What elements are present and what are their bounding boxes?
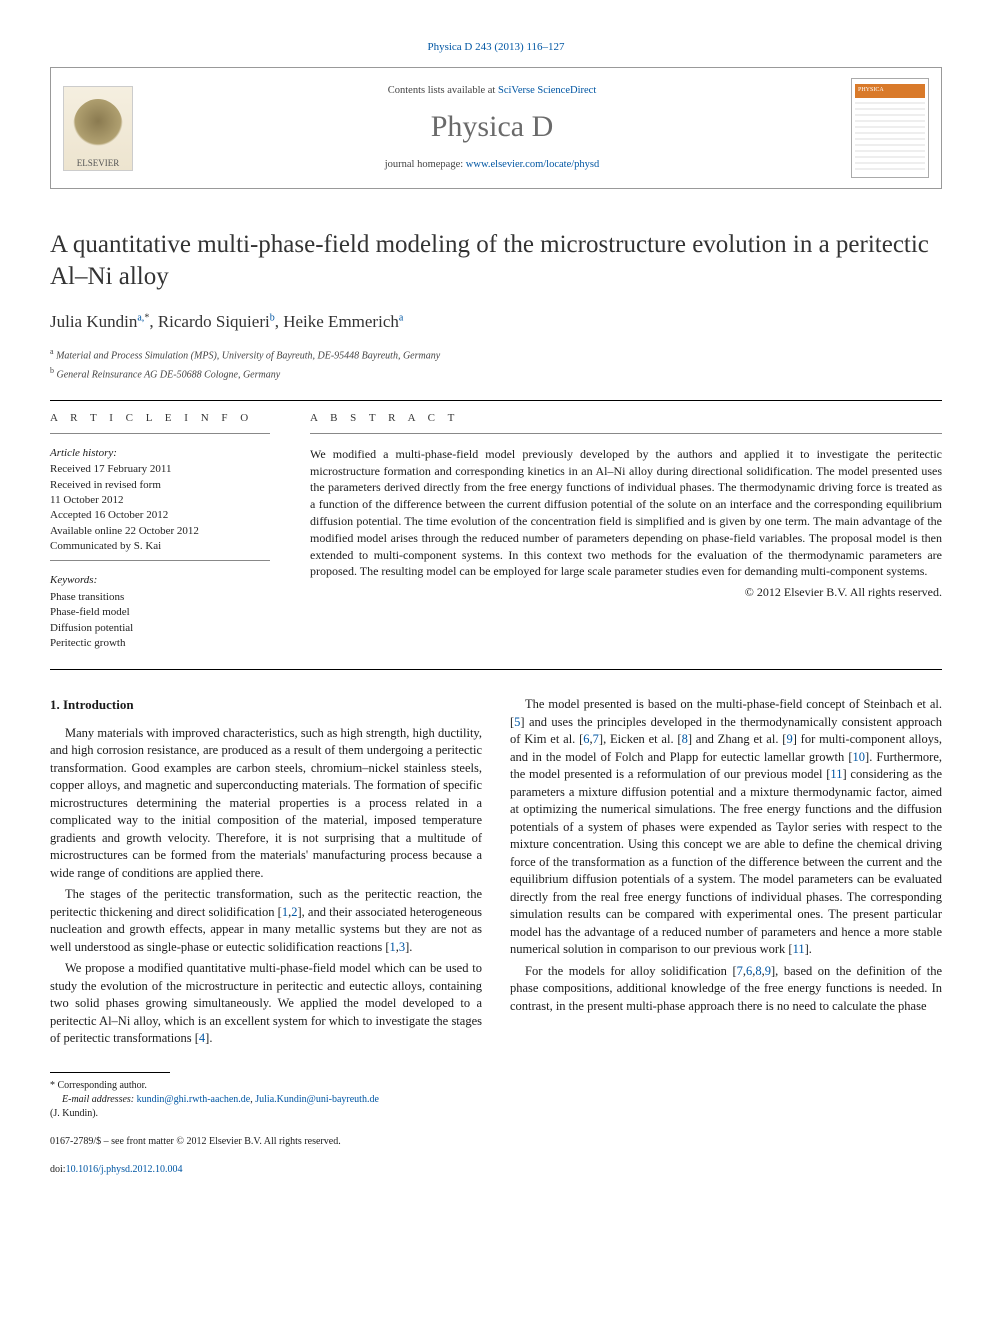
affiliation-b: b General Reinsurance AG DE-50688 Cologn… bbox=[50, 365, 942, 382]
keyword-2: Phase-field model bbox=[50, 605, 270, 620]
journal-cover-icon: PHYSICA bbox=[851, 78, 929, 178]
author-3-affil: a bbox=[399, 312, 403, 323]
doi-line: doi:10.1016/j.physd.2012.10.004 bbox=[50, 1163, 942, 1177]
article-info-heading: A R T I C L E I N F O bbox=[50, 411, 270, 426]
section-1-heading: 1. Introduction bbox=[50, 696, 482, 714]
journal-header: ELSEVIER Contents lists available at Sci… bbox=[50, 67, 942, 189]
article-title: A quantitative multi-phase-field modelin… bbox=[50, 229, 942, 292]
p4-g: ] considering as the parameters a mixtur… bbox=[510, 767, 942, 956]
corr-text: Corresponding author. bbox=[58, 1080, 147, 1091]
intro-para-5: For the models for alloy solidification … bbox=[510, 963, 942, 1016]
info-abstract-row: A R T I C L E I N F O Article history: R… bbox=[50, 411, 942, 651]
communicated-line: Communicated by S. Kai bbox=[50, 539, 270, 554]
email-2[interactable]: Julia.Kundin@uni-bayreuth.de bbox=[255, 1094, 379, 1105]
intro-para-2: The stages of the peritectic transformat… bbox=[50, 886, 482, 956]
email-label: E-mail addresses: bbox=[62, 1094, 134, 1105]
revised-date: 11 October 2012 bbox=[50, 493, 270, 508]
contents-prefix: Contents lists available at bbox=[388, 85, 498, 96]
sciencedirect-link[interactable]: SciVerse ScienceDirect bbox=[498, 85, 596, 96]
intro-para-1: Many materials with improved characteris… bbox=[50, 725, 482, 883]
keyword-4: Peritectic growth bbox=[50, 636, 270, 651]
corresponding-note: * Corresponding author. bbox=[50, 1079, 942, 1093]
author-2: Ricardo Siquieri bbox=[158, 312, 270, 331]
p4-h: ]. bbox=[805, 942, 812, 956]
email-line: E-mail addresses: kundin@ghi.rwth-aachen… bbox=[50, 1093, 942, 1107]
cover-title: PHYSICA bbox=[855, 84, 925, 98]
author-1: Julia Kundin bbox=[50, 312, 137, 331]
email-owner: (J. Kundin). bbox=[50, 1107, 942, 1121]
homepage-line: journal homepage: www.elsevier.com/locat… bbox=[149, 158, 835, 173]
footnote-rule bbox=[50, 1072, 170, 1073]
abstract-heading: A B S T R A C T bbox=[310, 411, 942, 426]
ref-11b[interactable]: 11 bbox=[793, 942, 805, 956]
doi-link[interactable]: 10.1016/j.physd.2012.10.004 bbox=[66, 1164, 183, 1175]
keyword-1: Phase transitions bbox=[50, 590, 270, 605]
article-info-column: A R T I C L E I N F O Article history: R… bbox=[50, 411, 270, 651]
abstract-text: We modified a multi-phase-field model pr… bbox=[310, 446, 942, 580]
p3-a: We propose a modified quantitative multi… bbox=[50, 961, 482, 1045]
cover-lines-icon bbox=[855, 102, 925, 172]
abstract-copyright: © 2012 Elsevier B.V. All rights reserved… bbox=[310, 584, 942, 601]
kw-rule bbox=[50, 560, 270, 561]
corr-marker: * bbox=[50, 1080, 55, 1091]
ref-10[interactable]: 10 bbox=[853, 750, 866, 764]
elsevier-tree-icon bbox=[73, 99, 123, 154]
p3-b: ]. bbox=[205, 1031, 212, 1045]
received-line: Received 17 February 2011 bbox=[50, 462, 270, 477]
p2-c: ]. bbox=[405, 940, 412, 954]
abs-rule bbox=[310, 433, 942, 434]
homepage-prefix: journal homepage: bbox=[385, 159, 466, 170]
affiliation-b-text: General Reinsurance AG DE-50688 Cologne,… bbox=[57, 369, 281, 380]
ref-11[interactable]: 11 bbox=[830, 767, 842, 781]
journal-name: Physica D bbox=[149, 106, 835, 148]
elsevier-logo: ELSEVIER bbox=[63, 86, 133, 171]
author-1-corr: * bbox=[144, 312, 149, 323]
accepted-line: Accepted 16 October 2012 bbox=[50, 508, 270, 523]
publisher-label: ELSEVIER bbox=[77, 157, 120, 170]
body-two-column: 1. Introduction Many materials with impr… bbox=[50, 696, 942, 1047]
top-reference: Physica D 243 (2013) 116–127 bbox=[50, 40, 942, 55]
info-rule bbox=[50, 433, 270, 434]
affiliation-a-text: Material and Process Simulation (MPS), U… bbox=[56, 350, 440, 361]
authors-line: Julia Kundina,*, Ricardo Siquierib, Heik… bbox=[50, 310, 942, 334]
keywords-label: Keywords: bbox=[50, 573, 270, 588]
history-label: Article history: bbox=[50, 446, 270, 461]
online-line: Available online 22 October 2012 bbox=[50, 524, 270, 539]
doi-label: doi: bbox=[50, 1164, 66, 1175]
keyword-3: Diffusion potential bbox=[50, 621, 270, 636]
issn-line: 0167-2789/$ – see front matter © 2012 El… bbox=[50, 1135, 942, 1149]
p5-a: For the models for alloy solidification … bbox=[525, 964, 737, 978]
header-center: Contents lists available at SciVerse Sci… bbox=[149, 84, 835, 173]
author-2-affil: b bbox=[270, 312, 275, 323]
abstract-column: A B S T R A C T We modified a multi-phas… bbox=[310, 411, 942, 651]
author-3: Heike Emmerich bbox=[283, 312, 399, 331]
p4-c: ], Eicken et al. [ bbox=[599, 732, 682, 746]
intro-para-3: We propose a modified quantitative multi… bbox=[50, 960, 482, 1048]
rule-bottom bbox=[50, 669, 942, 670]
homepage-link[interactable]: www.elsevier.com/locate/physd bbox=[466, 159, 599, 170]
contents-available-line: Contents lists available at SciVerse Sci… bbox=[149, 84, 835, 99]
email-1[interactable]: kundin@ghi.rwth-aachen.de bbox=[137, 1094, 251, 1105]
intro-para-4: The model presented is based on the mult… bbox=[510, 696, 942, 959]
revised-line: Received in revised form bbox=[50, 478, 270, 493]
p4-d: ] and Zhang et al. [ bbox=[688, 732, 787, 746]
rule-top bbox=[50, 400, 942, 401]
affiliation-a: a Material and Process Simulation (MPS),… bbox=[50, 346, 942, 363]
